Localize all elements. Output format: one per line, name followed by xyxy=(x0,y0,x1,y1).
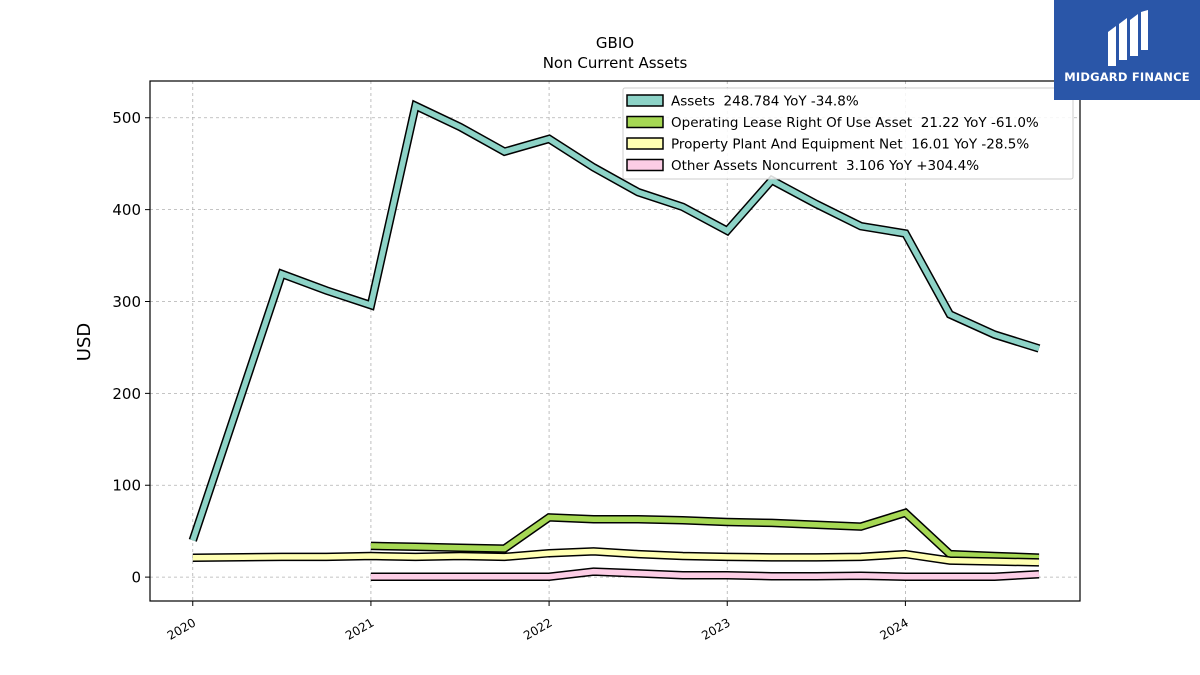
brand-logo: MIDGARD FINANCE xyxy=(1054,0,1200,100)
y-tick-label: 200 xyxy=(112,385,141,403)
legend-swatch-operating xyxy=(626,115,664,129)
legend-label-operating: Operating Lease Right Of Use Asset 21.22… xyxy=(671,115,1039,131)
chart-title: GBIO xyxy=(596,34,634,52)
x-tick-label: 2022 xyxy=(521,615,554,642)
series-line-operating xyxy=(370,509,1040,561)
logo-text: MIDGARD FINANCE xyxy=(1064,70,1190,84)
series-layer xyxy=(188,99,1041,581)
legend-label-assets: Assets 248.784 YoY -34.8% xyxy=(671,94,859,110)
legend-swatch-property xyxy=(626,137,664,150)
legend: Assets 248.784 YoY -34.8% Operating Lease… xyxy=(622,87,1074,180)
legend-swatch-assets xyxy=(626,94,664,107)
x-tick-label: 2024 xyxy=(877,615,910,642)
legend-label-property: Property Plant And Equipment Net 16.01 Y… xyxy=(671,137,1029,153)
series-line-other xyxy=(370,568,1040,580)
y-tick-label: 500 xyxy=(112,109,141,127)
y-tick-label: 100 xyxy=(112,477,141,495)
y-tick-label: 0 xyxy=(131,569,141,587)
plot-frame xyxy=(149,80,1081,602)
series-line-assets xyxy=(190,101,1040,542)
legend-box xyxy=(622,87,1074,180)
y-axis-label: USD xyxy=(74,323,95,361)
x-tick-label: 2021 xyxy=(343,615,376,642)
chart-subtitle: Non Current Assets xyxy=(543,54,688,72)
series-line-property xyxy=(192,548,1040,566)
legend-label-other: Other Assets Noncurrent 3.106 YoY +304.4… xyxy=(671,158,979,174)
x-tick-label: 2020 xyxy=(165,615,198,642)
x-tick-label: 2023 xyxy=(699,615,732,642)
y-tick-label: 300 xyxy=(112,293,141,311)
y-tick-label: 400 xyxy=(112,201,141,219)
logo-mark-icon xyxy=(1108,10,1148,66)
legend-swatch-other xyxy=(626,158,664,172)
